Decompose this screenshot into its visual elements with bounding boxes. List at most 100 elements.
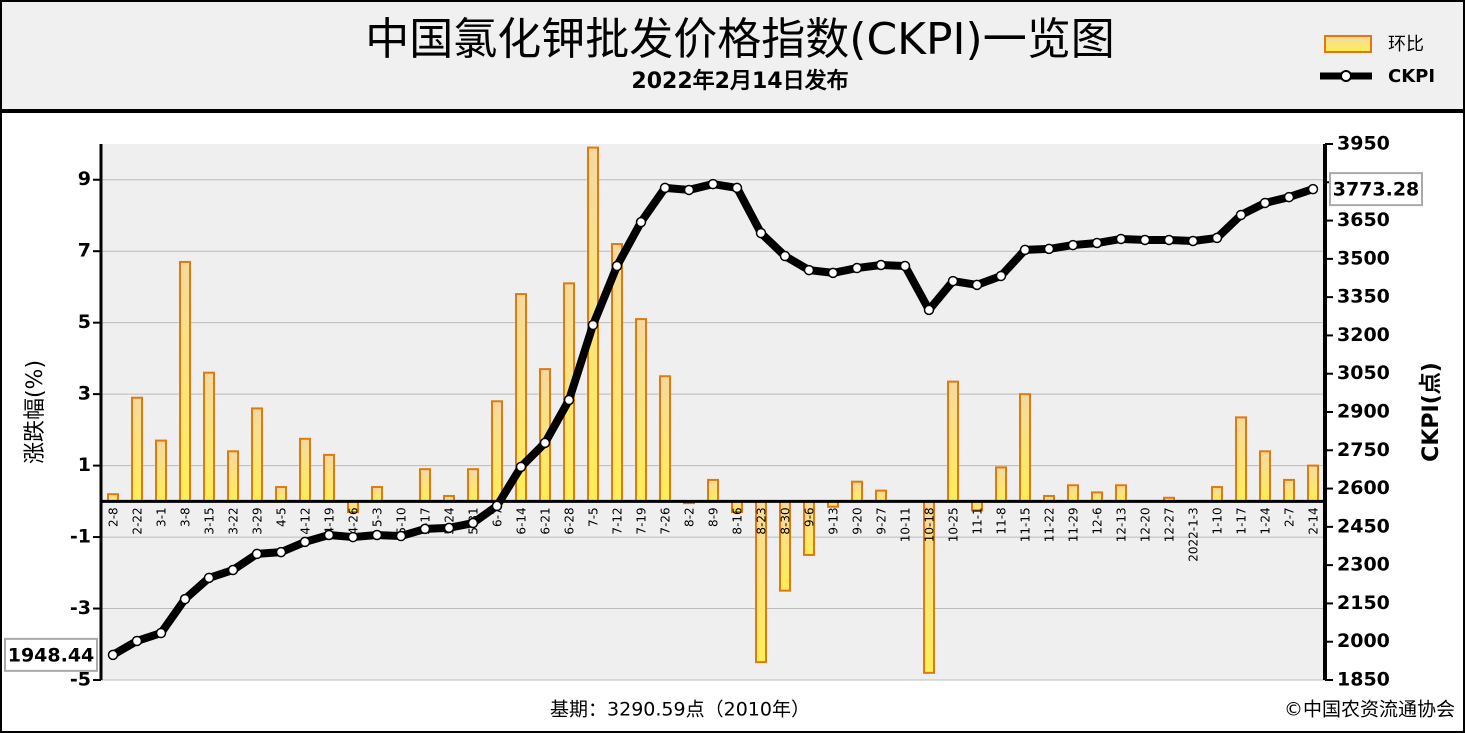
y-tick-label: -5 — [70, 669, 91, 691]
legend-swatch — [1324, 35, 1372, 53]
y2-tick-label: 3200 — [1337, 324, 1390, 346]
bar — [227, 450, 239, 503]
line-marker — [179, 593, 191, 605]
bar — [203, 371, 215, 503]
x-tick-label: 9-13 — [827, 507, 841, 534]
line-marker — [899, 260, 911, 272]
y2-tick-label: 2150 — [1337, 592, 1390, 614]
bar — [1115, 484, 1127, 503]
line-marker — [131, 635, 143, 647]
y2-tick-label: 2750 — [1337, 439, 1390, 461]
x-tick-label: 8-2 — [683, 507, 697, 527]
footer-note: 基期：3290.59点（2010年） — [550, 699, 810, 721]
x-tick-label: 3-15 — [203, 507, 217, 534]
x-tick-label: 8-23 — [755, 507, 769, 534]
y2-tick-label: 2300 — [1337, 554, 1390, 576]
y2-tick-label: 3950 — [1337, 133, 1390, 155]
y-tick-label: -3 — [70, 597, 91, 619]
line-marker — [971, 279, 983, 291]
x-tick-label: 5-10 — [395, 507, 409, 534]
y-tick-label: 1 — [78, 454, 91, 476]
bar — [419, 468, 431, 503]
bar — [179, 260, 191, 503]
legend-swatch — [1340, 70, 1352, 82]
x-tick-label: 1-10 — [1211, 507, 1225, 534]
line-marker — [1211, 232, 1223, 244]
x-tick-label: 4-12 — [299, 507, 313, 534]
y2-axis-label: CKPI(点) — [1418, 362, 1444, 462]
x-tick-label: 12-6 — [1091, 507, 1105, 534]
line-marker — [1067, 239, 1079, 251]
line-marker — [107, 649, 119, 661]
x-tick-label: 9-27 — [875, 507, 889, 534]
x-tick-label: 10-25 — [947, 507, 961, 542]
y-tick-label: 7 — [78, 240, 91, 262]
line-marker — [275, 546, 287, 558]
bar — [947, 380, 959, 503]
copyright: ©中国农资流通协会 — [1284, 699, 1455, 721]
line-marker — [1139, 234, 1151, 246]
line-marker — [515, 461, 527, 473]
x-tick-label: 11-22 — [1043, 507, 1057, 542]
y-tick-label: 5 — [78, 311, 91, 333]
line-marker — [875, 259, 887, 271]
line-marker — [347, 531, 359, 543]
y-tick-label: 3 — [78, 383, 91, 405]
bar — [1235, 416, 1247, 503]
x-tick-label: 3-22 — [227, 507, 241, 534]
line-marker — [995, 270, 1007, 282]
x-tick-label: 6-28 — [563, 507, 577, 534]
line-marker — [659, 182, 671, 194]
bar — [323, 453, 335, 503]
bar — [851, 480, 863, 503]
x-tick-label: 3-29 — [251, 507, 265, 534]
y2-tick-label: 3500 — [1337, 247, 1390, 269]
line-marker — [563, 394, 575, 406]
x-tick-label: 11-15 — [1019, 507, 1033, 542]
line-marker — [251, 548, 263, 560]
line-marker — [947, 275, 959, 287]
line-marker — [443, 522, 455, 534]
bar — [1019, 393, 1031, 503]
x-tick-label: 2-8 — [107, 507, 121, 527]
line-marker — [1307, 183, 1319, 195]
x-tick-label: 10-11 — [899, 507, 913, 542]
y2-tick-label: 3650 — [1337, 209, 1390, 231]
x-tick-label: 12-27 — [1163, 507, 1177, 542]
x-tick-label: 11-1 — [971, 507, 985, 534]
legend-label: CKPI — [1388, 66, 1435, 87]
bar — [467, 468, 479, 503]
bar — [491, 400, 503, 503]
x-tick-label: 7-19 — [635, 507, 649, 534]
line-marker — [731, 182, 743, 194]
y2-tick-label: 3350 — [1337, 286, 1390, 308]
bar — [299, 437, 311, 503]
line-marker — [827, 267, 839, 279]
y2-tick-label: 2600 — [1337, 477, 1390, 499]
line-marker — [923, 304, 935, 316]
line-marker — [203, 572, 215, 584]
bar — [275, 486, 287, 503]
y2-tick-label: 2000 — [1337, 630, 1390, 652]
line-marker — [467, 517, 479, 529]
legend-label: 环比 — [1388, 34, 1424, 55]
line-marker — [1091, 237, 1103, 249]
line-marker — [707, 178, 719, 190]
x-tick-label: 4-19 — [323, 507, 337, 534]
line-marker — [155, 627, 167, 639]
x-tick-label: 7-26 — [659, 507, 673, 534]
line-marker — [419, 523, 431, 535]
line-marker — [1187, 235, 1199, 247]
x-tick-label: 2-22 — [131, 507, 145, 534]
x-tick-label: 10-18 — [923, 507, 937, 542]
line-marker — [371, 529, 383, 541]
y-tick-label: 9 — [78, 168, 91, 190]
line-marker — [1163, 234, 1175, 246]
line-marker — [395, 530, 407, 542]
bar — [1211, 486, 1223, 503]
x-tick-label: 9-20 — [851, 507, 865, 534]
line-marker — [587, 319, 599, 331]
x-tick-label: 2022-1-3 — [1187, 507, 1201, 561]
x-tick-label: 6-14 — [515, 507, 529, 534]
